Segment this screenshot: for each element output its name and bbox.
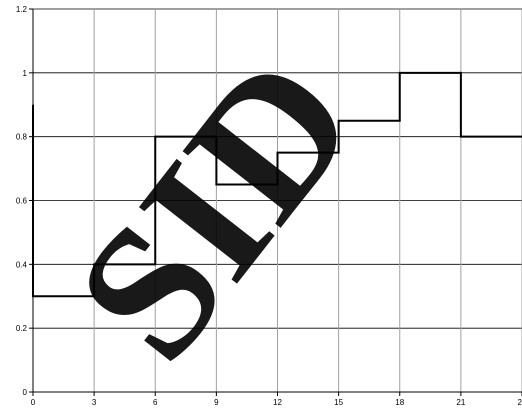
y-tick-label: 0.4 [16, 260, 28, 269]
y-tick-label: 0.2 [16, 324, 28, 333]
x-tick-label: 9 [214, 398, 219, 407]
x-tick-label: 24 [518, 398, 522, 407]
x-tick-label: 15 [334, 398, 343, 407]
series-step-line-0 [32, 71, 522, 298]
x-tick-label: 18 [395, 398, 404, 407]
x-tick-label: 3 [92, 398, 97, 407]
x-tick-label: 12 [273, 398, 282, 407]
y-tick-label: 0 [23, 388, 28, 397]
y-tick-label: 1.2 [16, 5, 28, 14]
tick-labels: 0 0.2 0.4 0.6 0.8 1 1.2 0 3 6 9 12 15 18 21 24 [16, 5, 522, 407]
watermark: SID [36, 19, 397, 398]
x-tick-label: 0 [31, 398, 36, 407]
x-tick-label: 21 [456, 398, 465, 407]
y-tick-label: 0.8 [16, 133, 28, 142]
watermark-text: SID [36, 19, 397, 398]
x-tick-label: 6 [153, 398, 158, 407]
y-tick-label: 0.6 [16, 197, 28, 206]
series-layer [32, 71, 522, 298]
y-tick-label: 1 [23, 69, 28, 78]
